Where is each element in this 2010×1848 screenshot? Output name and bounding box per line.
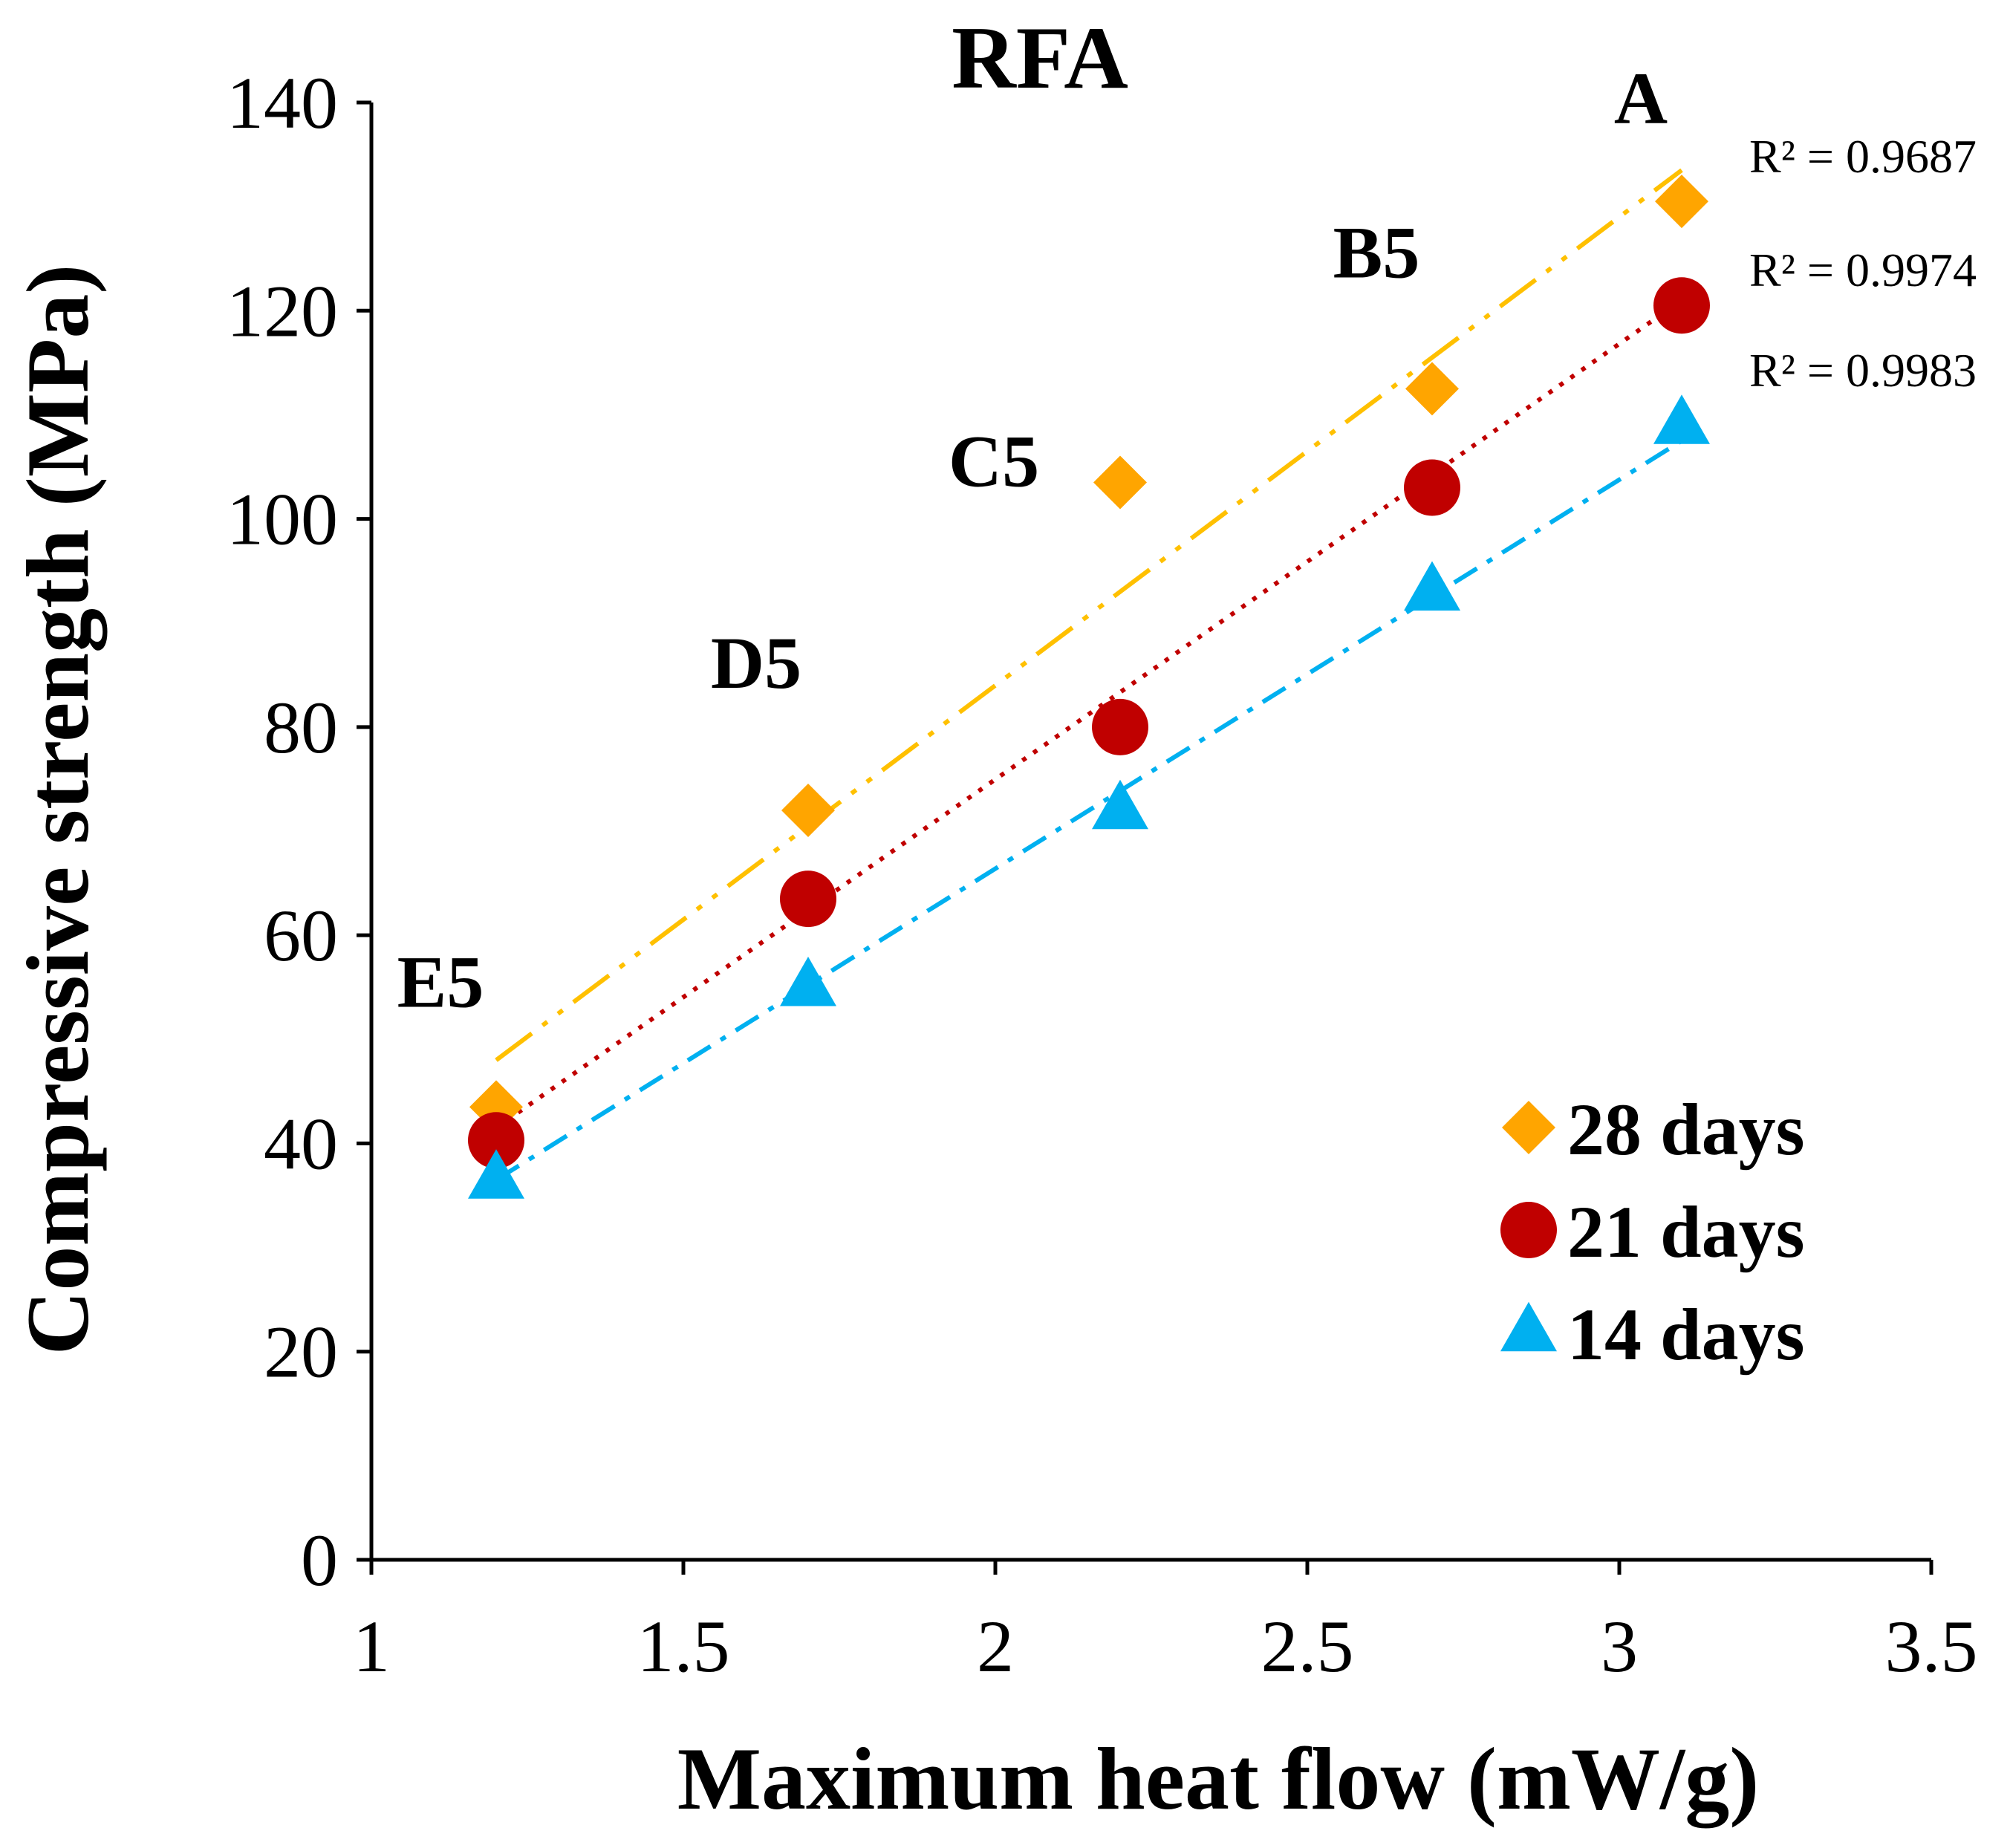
point-21-days <box>780 871 836 928</box>
y-axis-title: Compressive strength (MPa) <box>8 264 108 1356</box>
point-14-days <box>468 1149 524 1199</box>
legend-marker <box>1500 1202 1557 1258</box>
point-21-days <box>1092 698 1148 755</box>
point-14-days <box>1404 561 1460 611</box>
r-squared-label: R² = 0.9983 <box>1749 344 1977 397</box>
mix-label: C5 <box>949 420 1039 503</box>
legend-label: 28 days <box>1567 1088 1805 1171</box>
point-14-days <box>780 956 836 1006</box>
mix-label: A <box>1614 57 1668 140</box>
r-squared-layer: R² = 0.9687 R² = 0.9974 R² = 0.9983 <box>1749 130 1977 397</box>
y-tick-label: 120 <box>227 270 338 352</box>
x-tick-label: 2 <box>977 1605 1014 1688</box>
r-squared-label: R² = 0.9687 <box>1749 130 1977 183</box>
point-label-layer: E5 D5 C5 B5 A <box>397 57 1668 1023</box>
point-28-days <box>781 783 835 837</box>
point-28-days <box>1093 455 1147 510</box>
point-21-days <box>1653 277 1710 334</box>
legend-marker <box>1500 1301 1557 1352</box>
x-axis-title: Maximum heat flow (mW/g) <box>677 1729 1759 1829</box>
point-14-days <box>1653 394 1710 444</box>
trendline-14-days <box>495 438 1683 1182</box>
y-tick-label: 40 <box>264 1102 338 1185</box>
mix-label: B5 <box>1333 211 1420 293</box>
y-tick-label: 80 <box>264 686 338 769</box>
legend-marker <box>1502 1101 1555 1154</box>
x-tick-label: 1.5 <box>637 1605 730 1688</box>
trendline-layer <box>495 168 1683 1182</box>
y-tick-label: 60 <box>264 894 338 977</box>
legend-label: 21 days <box>1567 1191 1805 1273</box>
point-14-days <box>1092 779 1148 830</box>
marker-layer <box>468 175 1710 1199</box>
r-squared-label: R² = 0.9974 <box>1749 244 1977 296</box>
x-tick-label: 2.5 <box>1261 1605 1354 1688</box>
legend-label: 14 days <box>1567 1293 1805 1376</box>
chart-title: RFA <box>952 8 1128 107</box>
point-21-days <box>468 1112 524 1169</box>
point-28-days <box>1405 362 1459 416</box>
x-tick-label: 1 <box>353 1605 390 1688</box>
trendline-28-days <box>495 168 1683 1062</box>
y-tick-label: 0 <box>301 1519 338 1601</box>
x-tick-label: 3 <box>1601 1605 1638 1688</box>
x-tick-label: 3.5 <box>1885 1605 1978 1688</box>
mix-label: E5 <box>397 940 484 1023</box>
point-21-days <box>1404 459 1460 516</box>
point-28-days <box>1655 175 1708 229</box>
axis-layer: 0 20 40 60 80 100 120 140 1 1.5 2 2.5 3 3.5 <box>227 62 1978 1688</box>
trendline-21-days <box>495 298 1683 1130</box>
y-tick-label: 100 <box>227 478 338 561</box>
y-tick-label: 20 <box>264 1311 338 1393</box>
mix-label: D5 <box>711 622 801 704</box>
y-tick-label: 140 <box>227 62 338 144</box>
legend: 28 days 21 days 14 days <box>1500 1088 1805 1376</box>
